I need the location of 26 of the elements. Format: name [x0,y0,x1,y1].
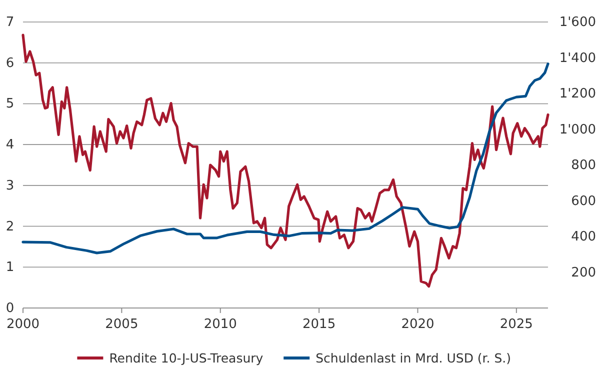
line-series [22,34,550,288]
y-tick-label: 7 [6,15,14,30]
y2-tick-label: 600 [571,194,596,209]
y-tick-label: 2 [6,219,14,234]
y-tick-label: 5 [6,96,14,112]
x-tick-label: 2000 [6,317,40,332]
x-tick-label: 2005 [105,317,138,332]
y2-tick-label: 1'400 [559,50,596,66]
y2-tick-label: 200 [571,265,596,280]
y2-tick-label: 1'000 [559,122,596,138]
y2-tick-label: 400 [571,230,596,244]
y2-tick-label: 800 [571,158,596,173]
x-tick-label: 2020 [401,317,434,332]
y-tick-label: 6 [6,56,14,71]
x-tick-label: 2015 [302,317,336,332]
y-tick-label: 4 [6,138,14,153]
y2-tick-label: 1'600 [559,15,596,30]
y-tick-label: 0 [6,301,14,316]
x-tick-label: 2010 [204,317,237,332]
y-tick-label: 3 [6,178,14,194]
y-tick-label: 1 [6,260,14,276]
legend-label: Rendite 10-J-US-Treasury [109,350,264,366]
y2-tick-label: 1'200 [559,86,596,102]
legend-label: Schuldenlast in Mrd. USD (r. S.) [316,350,512,366]
x-tick-label: 2025 [500,317,533,332]
line-series [22,62,550,254]
